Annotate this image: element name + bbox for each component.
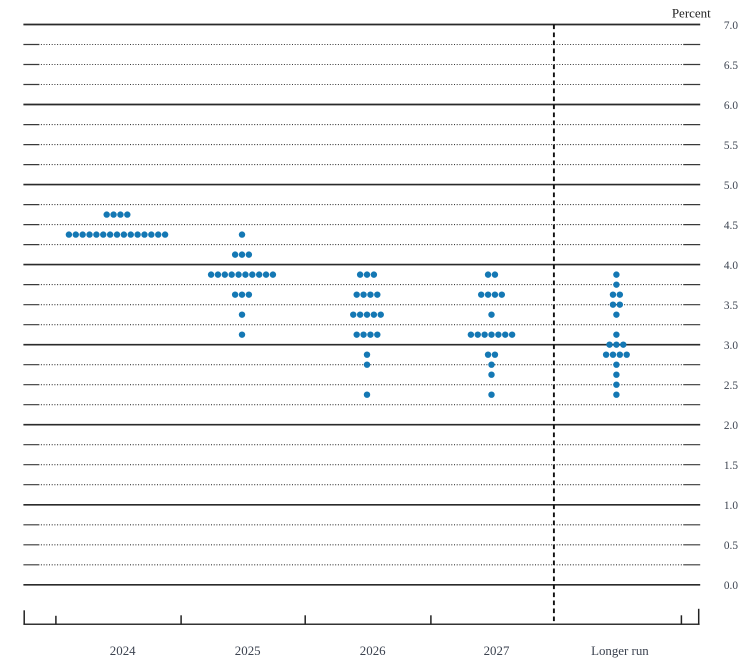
- svg-text:6.5: 6.5: [724, 60, 738, 72]
- svg-text:2024: 2024: [110, 644, 136, 658]
- svg-text:4.0: 4.0: [724, 260, 738, 272]
- svg-text:Percent: Percent: [672, 5, 711, 20]
- svg-text:2.0: 2.0: [724, 420, 738, 432]
- svg-text:1.5: 1.5: [724, 460, 738, 472]
- svg-text:5.5: 5.5: [724, 140, 738, 152]
- svg-text:0.5: 0.5: [724, 540, 738, 552]
- svg-text:2026: 2026: [360, 644, 386, 658]
- svg-text:2.5: 2.5: [724, 380, 738, 392]
- svg-text:2025: 2025: [235, 644, 261, 658]
- svg-text:3.5: 3.5: [724, 300, 738, 312]
- svg-text:Longer run: Longer run: [591, 644, 649, 658]
- svg-text:4.5: 4.5: [724, 220, 738, 232]
- svg-text:5.0: 5.0: [724, 180, 738, 192]
- svg-text:2027: 2027: [484, 644, 510, 658]
- svg-text:3.0: 3.0: [724, 340, 738, 352]
- svg-text:1.0: 1.0: [724, 500, 738, 512]
- svg-text:0.0: 0.0: [724, 580, 738, 592]
- svg-text:6.0: 6.0: [724, 100, 738, 112]
- svg-text:7.0: 7.0: [724, 20, 738, 32]
